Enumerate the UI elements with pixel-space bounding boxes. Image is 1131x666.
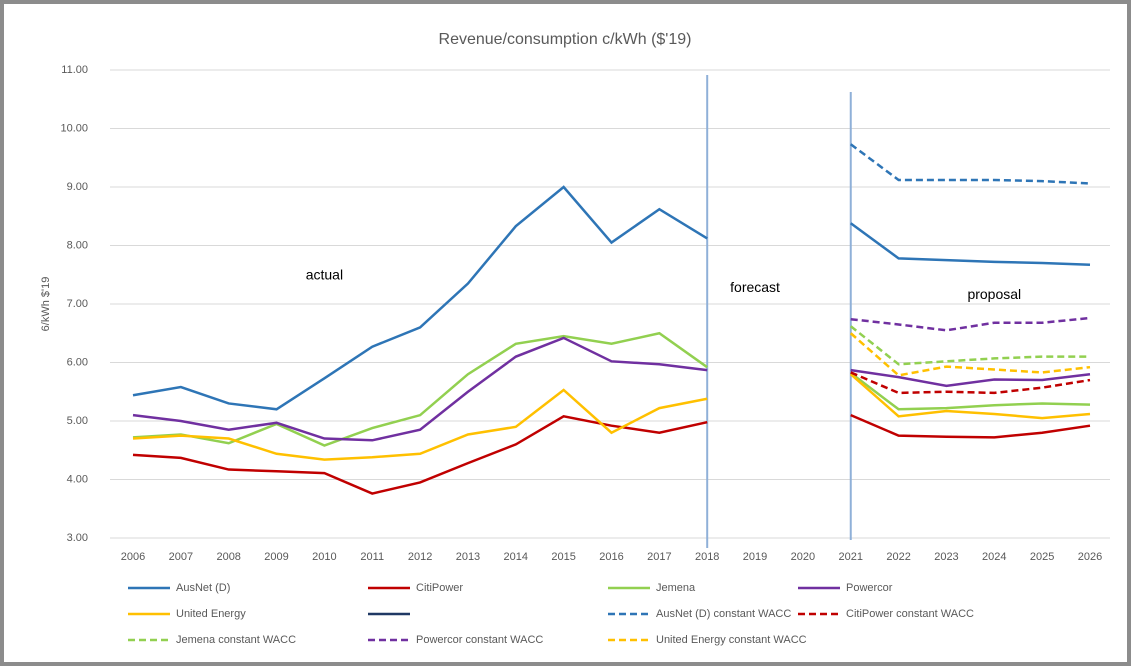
y-tick-label: 7.00 [67, 298, 88, 310]
series-line [849, 325, 1090, 366]
series-line [132, 336, 1091, 442]
y-tick-label: 11.00 [61, 64, 88, 76]
annotation: forecast [730, 279, 780, 295]
x-tick-label: 2009 [264, 551, 288, 563]
legend-label: CitiPower [416, 582, 463, 594]
series-line [850, 143, 1091, 185]
series-line [132, 185, 1091, 411]
x-tick-label: 2010 [312, 551, 336, 563]
x-tick-label: 2006 [121, 551, 145, 563]
y-tick-label: 4.00 [67, 473, 88, 485]
y-tick-label: 5.00 [67, 415, 88, 427]
x-tick-label: 2015 [551, 551, 575, 563]
x-tick-label: 2019 [743, 551, 767, 563]
y-tick-label: 3.00 [67, 532, 88, 544]
y-tick-label: 9.00 [67, 181, 88, 193]
x-tick-label: 2007 [169, 551, 193, 563]
series-line [132, 331, 1091, 447]
series-line [850, 371, 1091, 395]
legend-label: Jemena [656, 582, 696, 594]
y-axis-label: 6/kWh $'19 [40, 277, 52, 332]
x-tick-label: 2025 [1030, 551, 1054, 563]
series-line [849, 332, 1091, 377]
x-tick-label: 2020 [791, 551, 815, 563]
legend-label: Jemena constant WACC [176, 634, 296, 646]
series-line [132, 414, 1091, 495]
chart-title: Revenue/consumption c/kWh ($'19) [439, 31, 692, 48]
legend-label: United Energy constant WACC [656, 634, 807, 646]
legend-label: Powercor [846, 582, 893, 594]
x-tick-label: 2013 [456, 551, 480, 563]
x-tick-label: 2017 [647, 551, 671, 563]
series-line [132, 373, 1091, 461]
x-tick-label: 2012 [408, 551, 432, 563]
x-tick-label: 2024 [982, 551, 1006, 563]
legend-label: AusNet (D) constant WACC [656, 608, 791, 620]
x-tick-label: 2022 [886, 551, 910, 563]
x-tick-label: 2018 [695, 551, 719, 563]
y-tick-label: 10.00 [60, 122, 88, 134]
x-tick-label: 2023 [934, 551, 958, 563]
annotation: proposal [967, 286, 1021, 302]
x-tick-label: 2016 [599, 551, 623, 563]
y-tick-label: 6.00 [67, 356, 88, 368]
x-tick-label: 2008 [216, 551, 240, 563]
legend-label: United Energy [176, 608, 246, 620]
y-tick-label: 8.00 [67, 239, 88, 251]
legend-label: Powercor constant WACC [416, 634, 543, 646]
series-line [850, 316, 1091, 332]
annotation: actual [306, 267, 343, 283]
x-tick-label: 2014 [504, 551, 528, 563]
x-tick-label: 2021 [839, 551, 863, 563]
x-tick-label: 2026 [1078, 551, 1102, 563]
legend-label: CitiPower constant WACC [846, 608, 974, 620]
legend-label: AusNet (D) [176, 582, 230, 594]
x-tick-label: 2011 [360, 551, 384, 563]
